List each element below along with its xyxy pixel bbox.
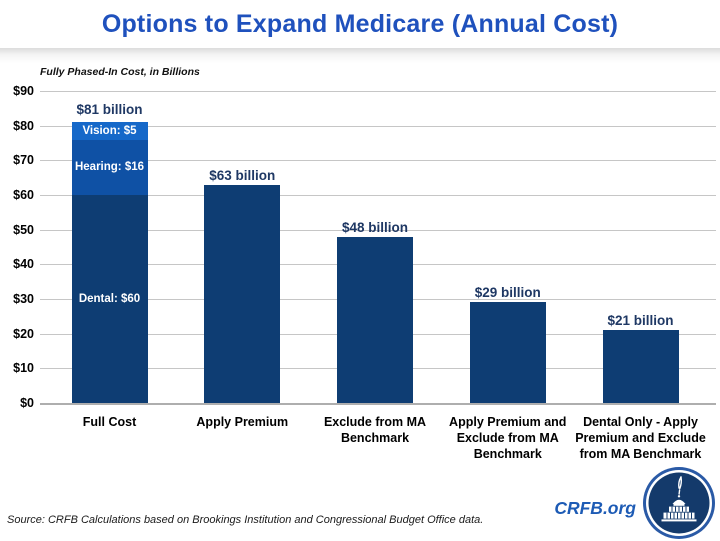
- bar-1: Dental: $60 Hearing: $16 Vision: $5: [71, 122, 148, 403]
- category-label: Exclude from MA Benchmark: [323, 415, 427, 445]
- x-axis-line: [40, 403, 716, 405]
- category-label: Apply Premium and Exclude from MA Benchm…: [449, 415, 567, 461]
- brand-text: CRFB.org: [554, 498, 636, 518]
- gridline: [40, 91, 716, 92]
- category-label: Dental Only - Apply Premium and Exclude …: [575, 415, 706, 461]
- bar-4: [469, 302, 546, 403]
- chart-subtitle: Fully Phased-In Cost, in Billions: [40, 66, 200, 78]
- gridline: [40, 195, 716, 196]
- y-axis-tick-label: $30: [13, 292, 34, 306]
- y-axis-tick-label: $50: [13, 222, 34, 237]
- y-axis-tick-label: $80: [13, 118, 34, 133]
- bar-5: [602, 330, 679, 403]
- bar-value-label: $29 billion: [474, 285, 541, 301]
- y-axis-tick-label: $20: [13, 326, 34, 341]
- y-axis-tick-label: $0: [20, 396, 34, 410]
- header-shadow-divider: [0, 48, 720, 63]
- bar-value-label: $63 billion: [209, 167, 276, 183]
- crfb-logo: [643, 467, 715, 539]
- segment-label: Dental: $60: [78, 292, 141, 305]
- capitol-icon: [661, 495, 697, 522]
- header: Options to Expand Medicare (Annual Cost): [0, 0, 720, 48]
- segment-label: Hearing: $16: [74, 161, 145, 174]
- page-title: Options to Expand Medicare (Annual Cost): [101, 9, 619, 38]
- y-axis-tick-label: $90: [13, 84, 34, 98]
- gridline: [40, 125, 716, 127]
- category-label: Apply Premium: [196, 415, 289, 429]
- y-axis-tick-label: $70: [13, 153, 34, 168]
- bar-value-label: $48 billion: [341, 219, 409, 235]
- quill-icon: [678, 476, 682, 495]
- source-note: Source: CRFB Calculations based on Brook…: [7, 514, 484, 526]
- category-label: Full Cost: [82, 415, 137, 429]
- y-axis-tick-label: $60: [13, 188, 34, 202]
- bar-3: [337, 236, 413, 403]
- bar-segment-dental: Dental: $60: [71, 194, 148, 403]
- bar-value-label: $81 billion: [76, 102, 143, 118]
- gridline: [40, 229, 716, 231]
- bar-2: [204, 184, 281, 403]
- gridline: [40, 160, 716, 162]
- y-axis-tick-label: $40: [13, 257, 34, 272]
- bar-segment-vision: Vision: $5: [71, 122, 148, 140]
- y-axis-tick-label: $10: [13, 361, 34, 376]
- bar-value-label: $21 billion: [607, 313, 674, 329]
- bar-segment-hearing: Hearing: $16: [71, 139, 148, 195]
- segment-label: Vision: $5: [82, 124, 137, 137]
